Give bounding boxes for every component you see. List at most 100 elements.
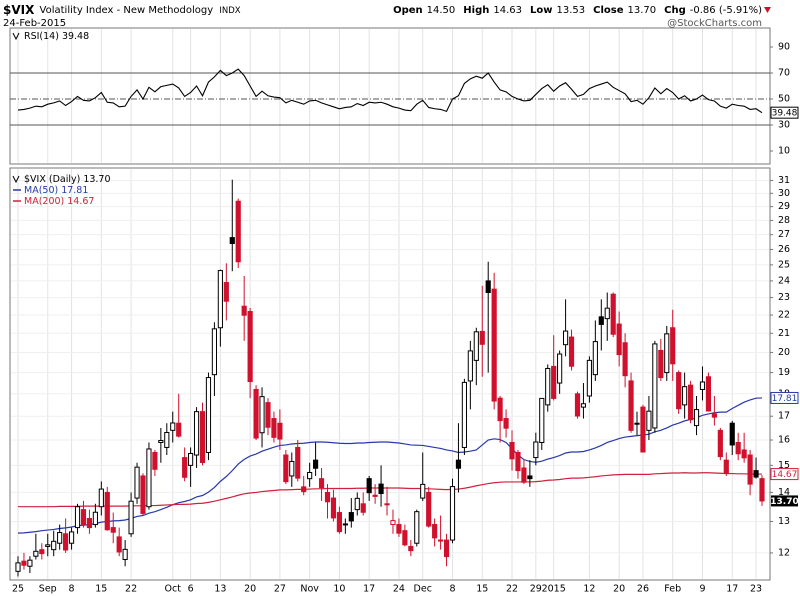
candle-body [366, 478, 372, 494]
x-tick-label: 6 [188, 584, 194, 595]
candle-body [235, 200, 241, 263]
candle-body [432, 524, 438, 539]
quote-label: Low [530, 5, 552, 16]
legend-value: 13.70 [83, 174, 110, 185]
candle-body [717, 429, 723, 458]
candle-body [283, 454, 289, 483]
value-tag-label: 13.70 [770, 497, 798, 507]
y-tick-label: 30 [778, 120, 790, 131]
candle-body [563, 330, 569, 346]
moving-average [17, 397, 763, 534]
candle-body [616, 323, 622, 356]
x-tick-label: 26 [637, 584, 649, 595]
candle-body [658, 349, 664, 379]
value-tag [771, 495, 798, 507]
y-tick-label: 14 [778, 487, 790, 498]
candle-body [705, 376, 712, 412]
y-tick-label: 90 [778, 42, 790, 53]
candle-body [759, 478, 765, 502]
y-tick-label: 27 [778, 229, 790, 240]
legend: MA(50) 17.81 [24, 185, 88, 196]
legend-value: 39.48 [62, 31, 89, 42]
candle-body [253, 388, 259, 439]
candle-body [146, 448, 152, 508]
y-tick-label: 28 [778, 215, 790, 226]
candle-body [497, 397, 503, 422]
candle-body [747, 454, 753, 485]
candle-body [140, 475, 146, 514]
candle-body [39, 549, 45, 555]
candle-body [396, 524, 402, 534]
panel-frame [9, 27, 771, 165]
candle-body [271, 418, 277, 438]
candle-body [104, 491, 110, 531]
candle-body [640, 406, 646, 453]
y-tick-label: 31 [778, 175, 790, 186]
candle-body [265, 402, 271, 428]
legend-value: 14.67 [67, 196, 94, 207]
legend-name: MA(200) [24, 196, 64, 207]
candle-body [229, 237, 235, 244]
legend-name: MA(50) [24, 185, 58, 196]
candle-body [354, 497, 360, 511]
exchange: INDX [219, 6, 240, 16]
candle-body [604, 307, 610, 320]
legend-name: RSI(14) [24, 31, 59, 42]
candle-body [51, 540, 57, 551]
x-tick-label: 22 [125, 584, 137, 595]
candle-body [723, 459, 729, 475]
candle-body [158, 440, 164, 443]
candle-body [455, 459, 462, 469]
candle-body [122, 548, 128, 561]
quote-value: 14.63 [493, 5, 522, 16]
candle-body [568, 336, 575, 367]
candle-body [384, 503, 390, 506]
y-tick-label: 13 [778, 516, 790, 527]
candle-body [247, 310, 253, 383]
candle-body [188, 452, 194, 466]
y-tick-label: 24 [778, 275, 790, 286]
candle-body [652, 343, 658, 429]
y-tick-label: 16 [778, 435, 790, 446]
candle-body [509, 441, 515, 460]
candle-body [426, 491, 432, 527]
x-tick-label: Sep [39, 584, 57, 595]
quote-label: Open [393, 5, 423, 16]
symbol: $VIX [3, 3, 35, 17]
candle-body [217, 270, 223, 329]
candle-body [295, 446, 301, 479]
x-tick-label: 29 [530, 584, 542, 595]
y-tick-label: 30 [778, 188, 790, 199]
value-tag-label: 39.48 [772, 109, 798, 119]
candle-body [461, 381, 467, 448]
header-line: $VIX Volatility Index - New Methodology … [3, 3, 241, 17]
y-tick-label: 19 [778, 367, 790, 378]
quote-value: -0.86 (-5.91%) [690, 5, 762, 16]
x-tick-label: 24 [393, 584, 405, 595]
x-tick-label: 27 [274, 584, 286, 595]
candle-body [313, 459, 319, 469]
y-tick-label: 15 [778, 460, 790, 471]
candle-body [634, 422, 640, 425]
y-tick-label: 26 [778, 244, 790, 255]
candle-body [170, 422, 176, 431]
x-tick-label: Feb [664, 584, 681, 595]
x-tick-label: 8 [449, 584, 455, 595]
candle-body [408, 545, 414, 552]
candle-body [277, 422, 283, 440]
candle-body [622, 342, 628, 377]
x-tick-label: 25 [12, 584, 24, 595]
legend-title: $VIX (Daily) [24, 174, 80, 185]
value-tag-label: 14.67 [772, 470, 798, 480]
x-tick-label: 17 [363, 584, 375, 595]
candle-body [557, 353, 563, 384]
candle-body [182, 457, 188, 478]
candle-body [402, 530, 408, 546]
x-tick-label: 15 [476, 584, 488, 595]
candle-body [336, 512, 342, 533]
candle-body [515, 451, 521, 472]
quote-value: 13.70 [628, 5, 657, 16]
candle-body [586, 359, 592, 397]
candle-body [479, 330, 485, 345]
